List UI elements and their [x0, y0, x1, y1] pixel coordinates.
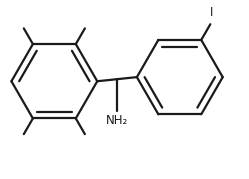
Text: NH₂: NH₂: [106, 114, 128, 127]
Text: I: I: [210, 6, 214, 19]
